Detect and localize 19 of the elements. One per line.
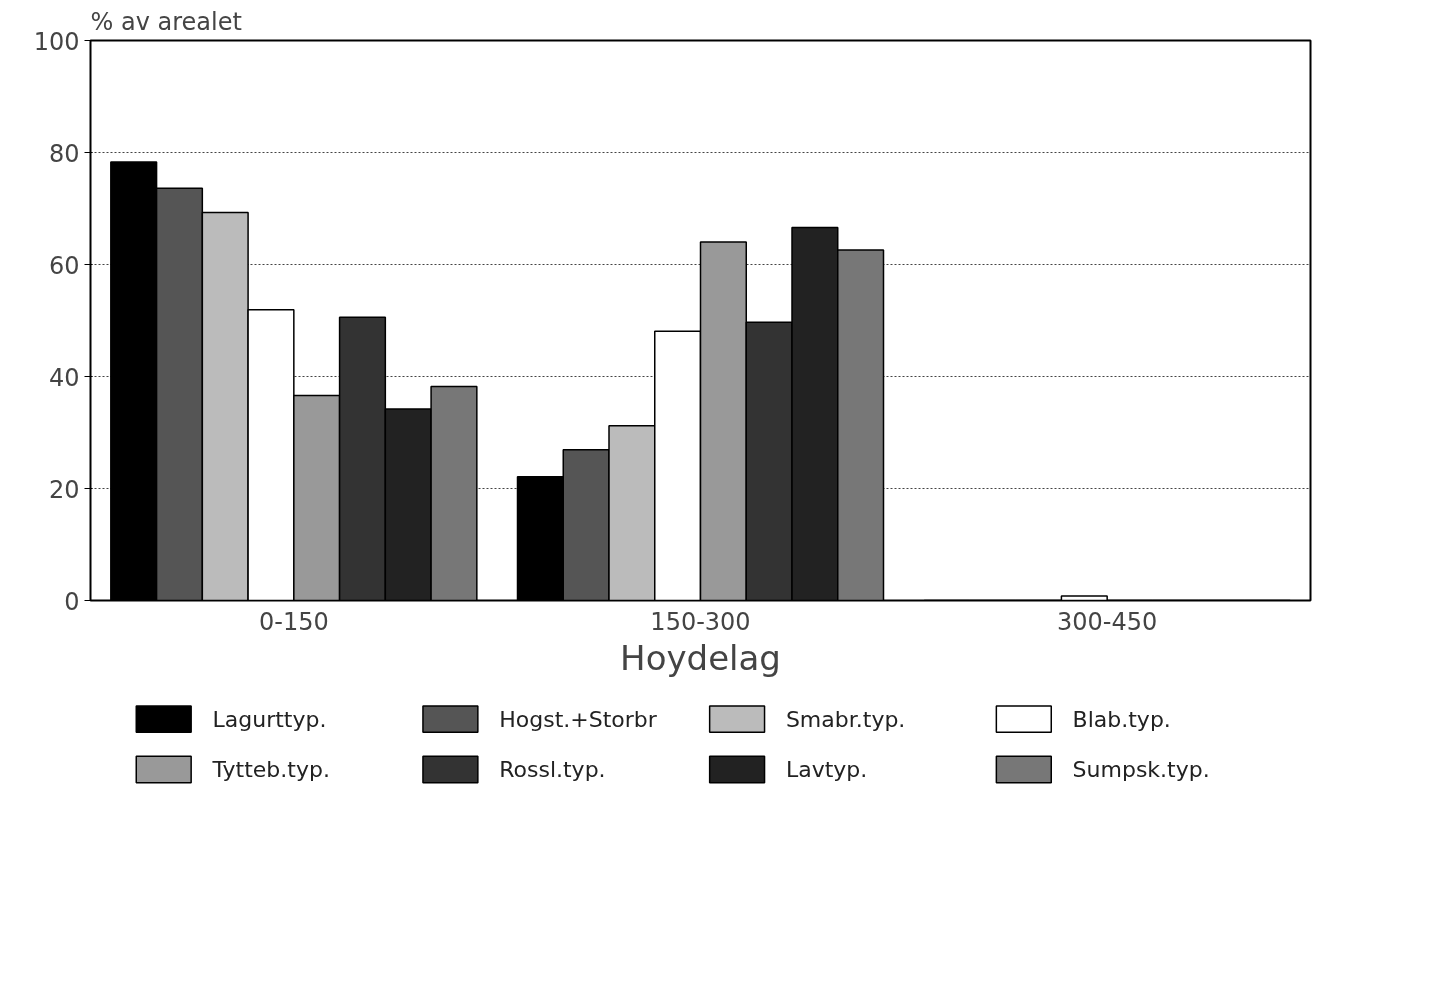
legend-label: Rossl.typ.: [499, 757, 606, 782]
y-tick-label: 0: [64, 587, 80, 616]
y-tick-label: 60: [48, 251, 80, 280]
legend-label: Blab.typ.: [1072, 706, 1171, 732]
x-tick-label: 150-300: [650, 607, 751, 636]
y-tick-label: 100: [33, 27, 80, 56]
y-tick-label: 40: [48, 363, 80, 392]
legend-label: Smabr.typ.: [785, 706, 906, 732]
legend-label: Lagurttyp.: [212, 706, 327, 732]
y-tick-label: 20: [48, 475, 80, 504]
y-axis-title: % av arealet: [90, 7, 242, 36]
legend-label: Tytteb.typ.: [211, 757, 330, 782]
legend-label: Hogst.+Storbr: [499, 706, 658, 732]
x-axis-title: Hoydelag: [620, 637, 781, 678]
legend-label: Sumpsk.typ.: [1072, 757, 1210, 782]
x-tick-label: 0-150: [258, 607, 329, 636]
legend-label: Lavtyp.: [785, 757, 868, 782]
x-tick-label: 300-450: [1057, 607, 1158, 636]
y-tick-label: 80: [48, 139, 80, 168]
